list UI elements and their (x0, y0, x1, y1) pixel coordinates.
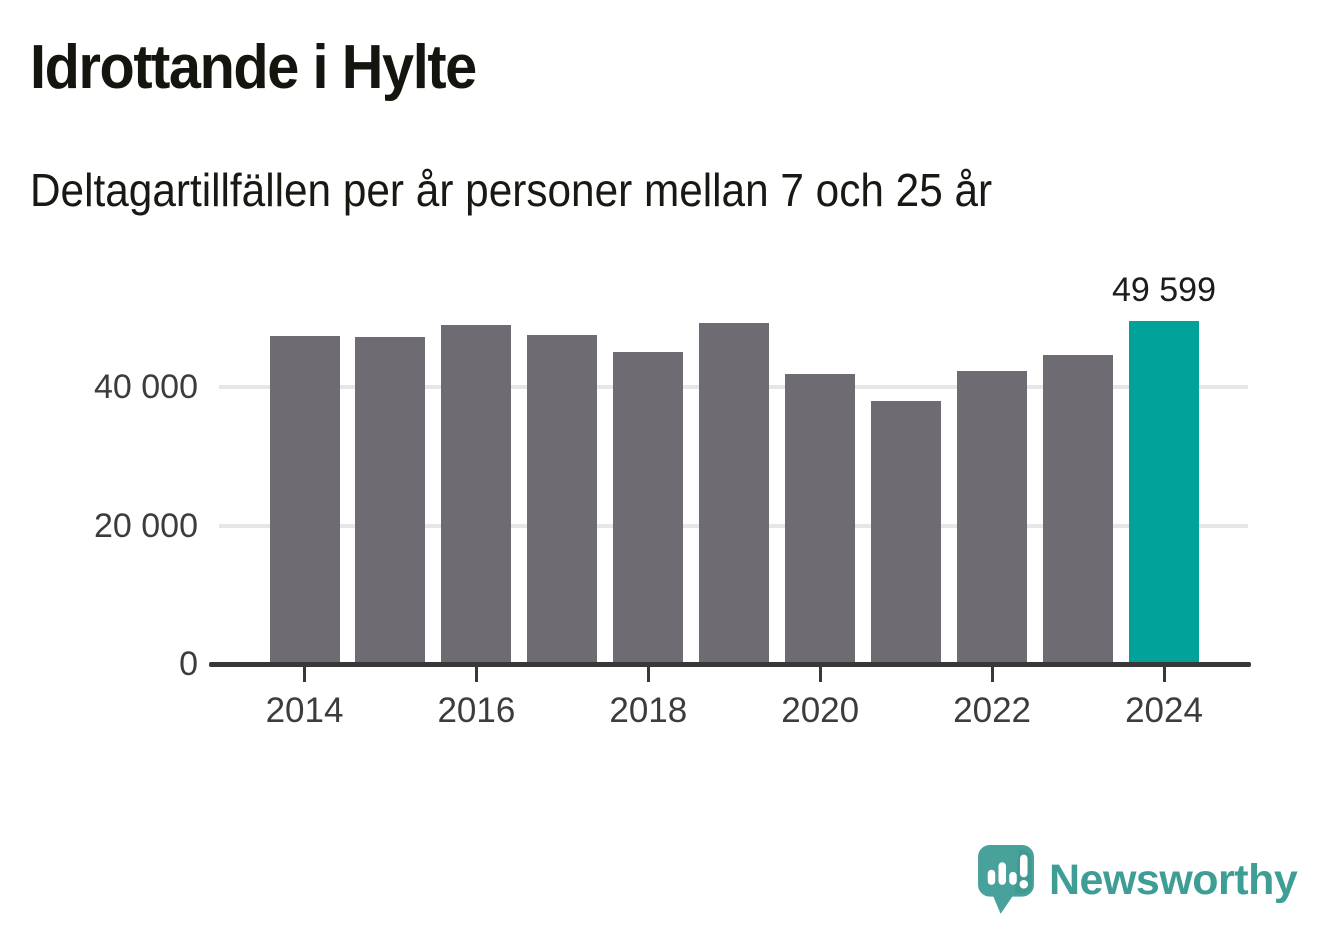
newsworthy-brand: Newsworthy (978, 845, 1298, 916)
bar-2020 (785, 373, 856, 664)
chart-subtitle: Deltagartillfällen per år personer mella… (30, 164, 993, 216)
data-label-2024: 49 599 (1112, 270, 1216, 309)
x-axis-label-2014: 2014 (265, 691, 344, 730)
x-axis-label-2022: 2022 (953, 691, 1032, 730)
bar-2018 (613, 351, 684, 664)
bar-2016 (441, 325, 512, 664)
chart-title: Idrottande i Hylte (30, 33, 477, 102)
x-tick-2016 (474, 667, 478, 682)
bar-2024 (1129, 320, 1199, 664)
x-axis-label-2018: 2018 (609, 691, 688, 730)
x-tick-2018 (646, 667, 650, 682)
bar-2019 (699, 322, 770, 664)
newsworthy-logo-text: Newsworthy (1049, 856, 1298, 904)
bar-2021 (871, 400, 942, 664)
newsworthy-logo-icon (978, 845, 1034, 914)
bar-2015 (355, 336, 426, 664)
x-axis-label-2020: 2020 (781, 691, 860, 730)
bar-2023 (1043, 354, 1114, 664)
x-tick-2022 (990, 667, 994, 682)
x-tick-2014 (303, 667, 306, 682)
x-tick-2024 (1162, 667, 1166, 682)
bar-2022 (957, 371, 1028, 664)
x-tick-2020 (818, 667, 822, 682)
bar-2014 (269, 335, 340, 664)
y-axis-label-0: 0 (179, 645, 198, 683)
bar-2017 (527, 334, 598, 664)
x-axis-label-2016: 2016 (437, 691, 516, 730)
x-axis-label-2024: 2024 (1125, 691, 1203, 730)
y-axis-label-40000: 40 000 (94, 368, 198, 406)
x-axis-line (209, 662, 1251, 667)
y-axis-label-20000: 20 000 (94, 506, 198, 545)
